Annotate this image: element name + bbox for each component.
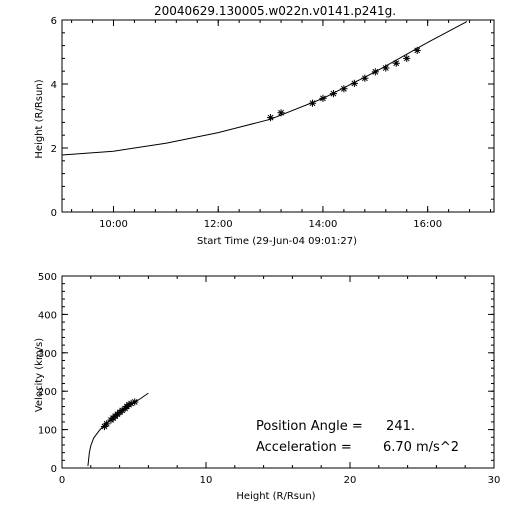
- annotation-position-angle-value: 241.: [386, 419, 415, 434]
- data-point: [350, 79, 358, 87]
- data-point: [103, 420, 111, 428]
- y-tick-label: 200: [38, 387, 57, 398]
- y-axis-ticks: 0 2 4 6: [51, 16, 494, 219]
- data-point: [413, 46, 421, 54]
- x-tick-label: 20: [344, 475, 357, 486]
- fit-curve: [61, 21, 468, 156]
- y-axis-label: Height (R/Rsun): [34, 79, 45, 158]
- x-axis-ticks: 10:00 12:00 14:00 16:00: [71, 20, 492, 230]
- data-marks: [61, 21, 468, 156]
- velocity-height-chart: 0 10 20 30 0 100 200 300 400 500 Height (R/Rsun)…: [34, 272, 500, 502]
- data-point: [308, 99, 317, 107]
- x-tick-label: 14:00: [309, 219, 338, 230]
- y-tick-label: 2: [51, 144, 57, 155]
- y-tick-label: 0: [51, 208, 57, 219]
- y-tick-label: 100: [38, 426, 57, 437]
- chart-title: 20040629.130005.w022n.v0141.p241g.: [154, 4, 396, 18]
- annotation-position-angle-label: Position Angle =: [256, 419, 363, 434]
- y-tick-label: 400: [38, 310, 57, 321]
- height-time-chart: 20040629.130005.w022n.v0141.p241g. 10:00…: [34, 4, 495, 247]
- annotation-acceleration-label: Acceleration =: [256, 440, 352, 455]
- y-tick-label: 500: [38, 272, 57, 283]
- plot-frame: [61, 19, 495, 213]
- annotation-acceleration-value: 6.70 m/s^2: [383, 440, 459, 455]
- x-tick-label: 30: [488, 475, 501, 486]
- plot-frame: [61, 275, 495, 469]
- fit-curve: [87, 392, 149, 467]
- x-axis-label: Start Time (29-Jun-04 09:01:27): [197, 236, 357, 247]
- x-tick-label: 12:00: [204, 219, 233, 230]
- x-axis-ticks: 0 10 20 30: [59, 276, 501, 486]
- y-tick-label: 4: [51, 80, 57, 91]
- data-point: [125, 401, 133, 409]
- x-tick-label: 10: [200, 475, 213, 486]
- data-point: [403, 54, 411, 62]
- y-tick-label: 0: [51, 464, 57, 475]
- y-axis-label: Velocity (km/s): [34, 338, 45, 412]
- data-point: [392, 59, 400, 67]
- data-point: [340, 85, 348, 93]
- x-tick-label: 16:00: [413, 219, 442, 230]
- data-point: [266, 114, 275, 122]
- x-tick-label: 0: [59, 475, 65, 486]
- data-point: [277, 109, 285, 117]
- data-marks: [87, 392, 149, 467]
- y-axis-ticks: 0 100 200 300 400 500: [38, 272, 494, 475]
- x-tick-label: 10:00: [99, 219, 128, 230]
- y-tick-label: 300: [38, 349, 57, 360]
- y-tick-label: 6: [51, 16, 57, 27]
- x-axis-label: Height (R/Rsun): [236, 491, 315, 502]
- data-point: [361, 74, 369, 82]
- data-point: [382, 64, 390, 72]
- data-point: [127, 399, 135, 408]
